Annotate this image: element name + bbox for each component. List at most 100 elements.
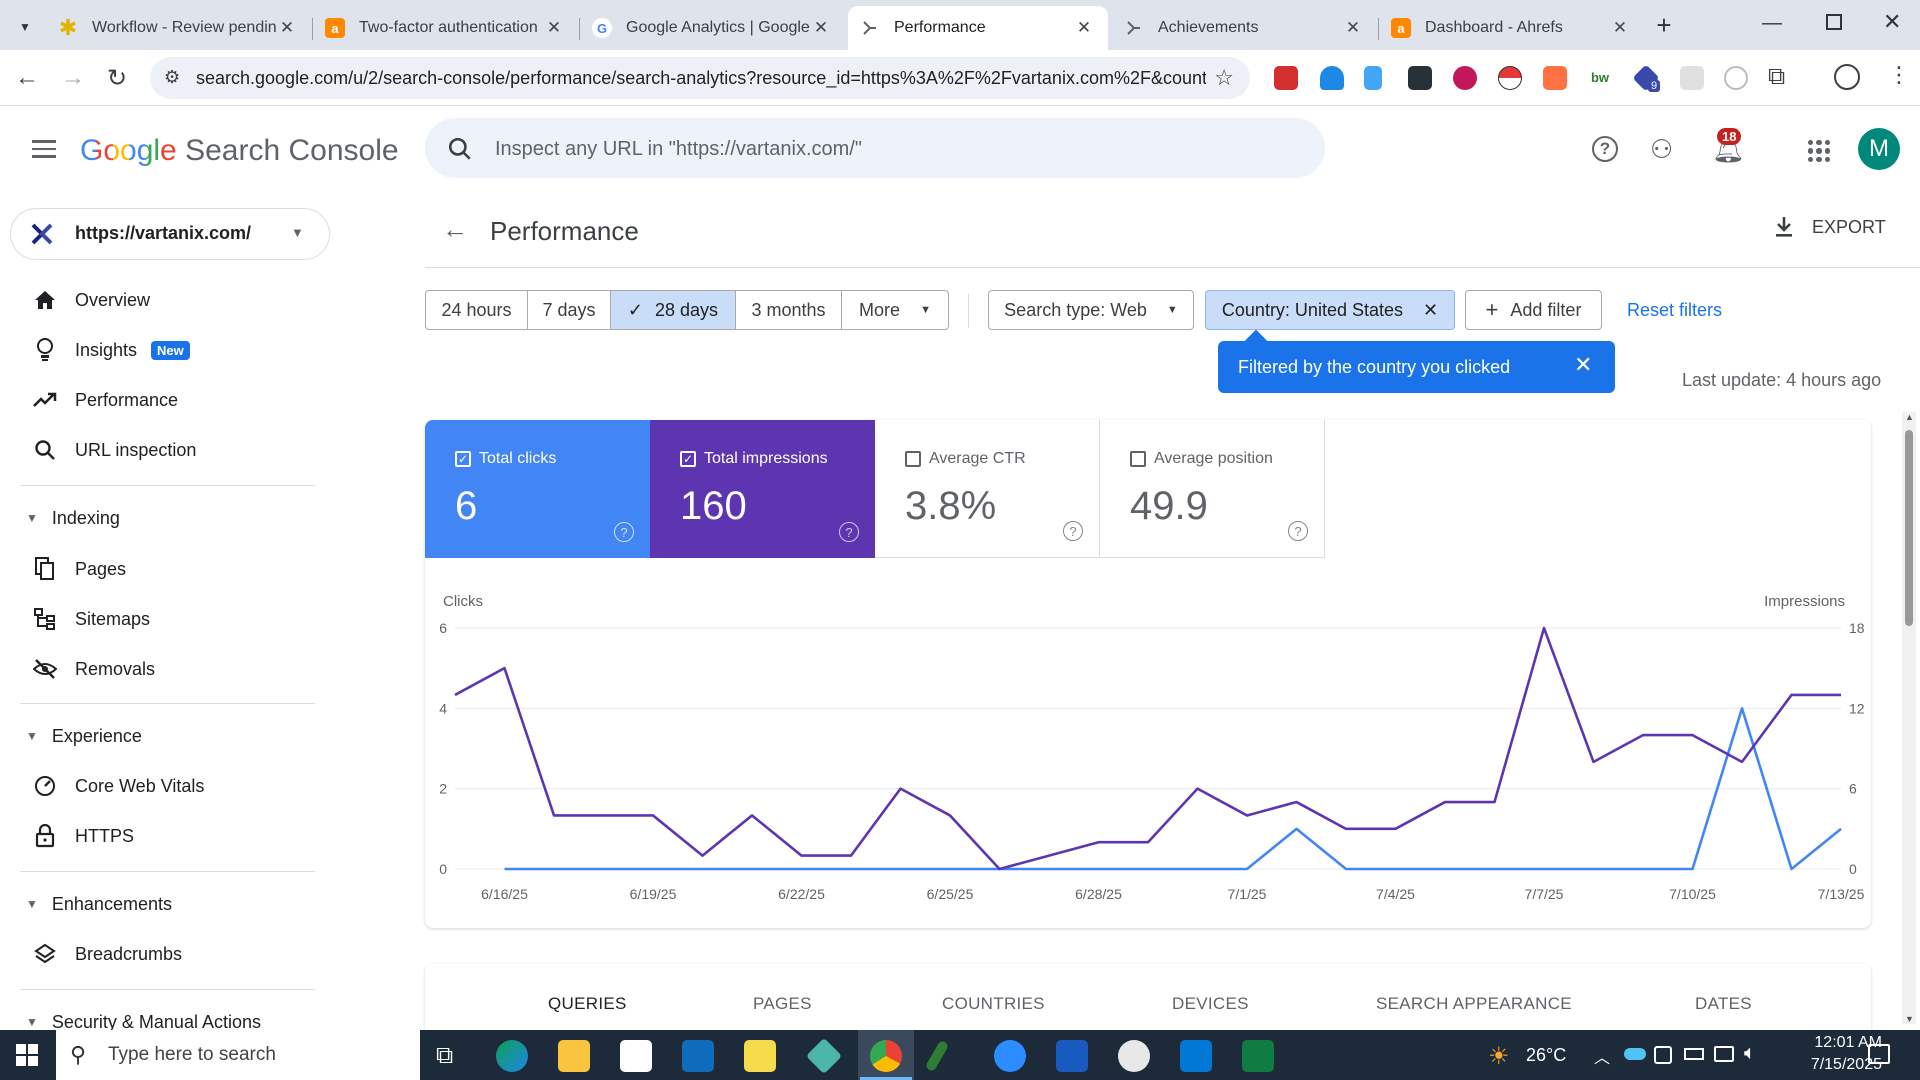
sticky-notes-icon[interactable]	[744, 1040, 776, 1072]
checkbox-unchecked-icon[interactable]	[905, 451, 921, 467]
network-icon[interactable]	[1714, 1046, 1734, 1062]
pdf-extension-icon[interactable]	[1274, 66, 1298, 90]
excel-icon[interactable]	[1242, 1040, 1274, 1072]
store-icon[interactable]	[620, 1040, 652, 1072]
clipboard-extension-icon[interactable]	[1364, 66, 1382, 90]
volume-icon[interactable]: 🔈︎	[1744, 1042, 1756, 1064]
profile-icon[interactable]	[1834, 64, 1860, 90]
tray-app-icon[interactable]	[1654, 1046, 1672, 1064]
remove-filter-icon[interactable]: ✕	[1423, 299, 1439, 320]
onedrive-icon[interactable]	[1624, 1048, 1646, 1060]
search-type-filter[interactable]: Search type: Web ▼	[988, 290, 1194, 330]
help-icon[interactable]: ?	[839, 522, 859, 542]
sidebar-item-core-web-vitals[interactable]: Core Web Vitals	[0, 763, 330, 809]
sidebar-item-overview[interactable]: Overview	[0, 277, 330, 323]
sidebar-item-insights[interactable]: Insights New	[0, 327, 330, 373]
reset-filters-link[interactable]: Reset filters	[1627, 300, 1723, 320]
weather-temp[interactable]: 26°C	[1526, 1045, 1567, 1065]
word-icon[interactable]	[1056, 1040, 1088, 1072]
tab-search-appearance[interactable]: SEARCH APPEARANCE	[1376, 994, 1572, 1013]
close-tab-icon[interactable]: ✕	[1612, 18, 1628, 37]
gray-extension-icon[interactable]	[1680, 66, 1704, 90]
sidebar-item-url-inspection[interactable]: URL inspection	[0, 427, 330, 473]
checkbox-unchecked-icon[interactable]	[1130, 451, 1146, 467]
help-icon[interactable]: ?	[1592, 136, 1618, 162]
app-diamond-icon[interactable]	[805, 1037, 843, 1075]
url-inspect-search-box[interactable]: Inspect any URL in "https://vartanix.com…	[425, 118, 1325, 178]
tab-countries[interactable]: COUNTRIES	[942, 994, 1045, 1013]
sidebar-item-performance[interactable]: Performance	[0, 377, 330, 423]
file-explorer-icon[interactable]	[558, 1040, 590, 1072]
restore-button[interactable]	[1826, 14, 1842, 30]
weather-icon[interactable]: ☀	[1488, 1043, 1510, 1070]
close-tab-icon[interactable]: ✕	[279, 18, 295, 37]
color-extension-icon[interactable]	[1453, 66, 1477, 90]
browser-tab-ahrefs[interactable]: a Dashboard - Ahrefs ✕	[1379, 6, 1644, 50]
user-settings-icon[interactable]: ⚇	[1650, 134, 1674, 164]
video-extension-icon[interactable]	[1408, 66, 1432, 90]
sidebar-item-removals[interactable]: Removals	[0, 646, 330, 692]
tab-devices[interactable]: DEVICES	[1172, 994, 1249, 1013]
tab-pages[interactable]: PAGES	[753, 994, 812, 1013]
clock-time[interactable]: 12:01 AM	[1814, 1034, 1882, 1051]
gsc-logo[interactable]: Google Search Console	[80, 134, 399, 168]
outlook-icon[interactable]	[1180, 1040, 1212, 1072]
minimize-button[interactable]: —	[1762, 12, 1782, 34]
sidebar-item-breadcrumbs[interactable]: Breadcrumbs	[0, 931, 330, 977]
reload-button[interactable]: ↻	[106, 64, 128, 92]
battery-icon[interactable]	[1684, 1048, 1704, 1060]
close-window-button[interactable]: ✕	[1883, 9, 1902, 34]
tab-search-button[interactable]: ▼	[19, 20, 31, 34]
help-icon[interactable]: ?	[1063, 521, 1083, 541]
browser-menu-icon[interactable]: ⋮	[1888, 62, 1910, 87]
help-icon[interactable]: ?	[1288, 521, 1308, 541]
address-bar[interactable]: ⚙ search.google.com/u/2/search-console/p…	[150, 57, 1250, 99]
metric-card-ctr[interactable]: Average CTR 3.8% ?	[875, 420, 1100, 558]
section-indexing[interactable]: ▼ Indexing	[26, 507, 120, 528]
site-info-icon[interactable]: ⚙	[164, 67, 181, 87]
add-filter-button[interactable]: + Add filter	[1465, 290, 1602, 330]
chrome-icon[interactable]	[870, 1040, 902, 1072]
bookmark-star-icon[interactable]: ☆	[1214, 65, 1234, 90]
range-3-months[interactable]: 3 months	[735, 290, 842, 330]
help-icon[interactable]: ?	[614, 522, 634, 542]
browser-tab-performance[interactable]: Performance ✕	[848, 6, 1108, 50]
export-button[interactable]: EXPORT	[1774, 216, 1886, 238]
clock-date[interactable]: 7/15/2025	[1810, 1056, 1882, 1073]
bw-extension-icon[interactable]: bw	[1588, 66, 1612, 90]
tab-queries[interactable]: QUERIES	[548, 994, 627, 1013]
mail-icon[interactable]	[682, 1040, 714, 1072]
shield-extension-icon[interactable]	[1320, 66, 1344, 90]
back-button[interactable]: ←	[15, 64, 39, 91]
zoom-icon[interactable]	[994, 1040, 1026, 1072]
back-arrow-icon[interactable]: ←	[442, 214, 468, 244]
windows-start-icon[interactable]	[16, 1044, 38, 1066]
extensions-puzzle-icon[interactable]: ⧉	[1768, 63, 1786, 90]
chat-app-icon[interactable]	[1118, 1040, 1150, 1072]
forward-button[interactable]: →	[61, 64, 85, 91]
avatar[interactable]: M	[1858, 128, 1900, 170]
taskbar-search-box[interactable]: ⚲ Type here to search	[56, 1030, 420, 1080]
compass-extension-icon[interactable]	[1724, 66, 1748, 90]
range-7-days[interactable]: 7 days	[527, 290, 611, 330]
task-view-icon[interactable]: ⧉	[436, 1042, 454, 1069]
range-28-days[interactable]: ✓ 28 days	[610, 290, 736, 330]
checkbox-checked-icon[interactable]: ✓	[455, 451, 471, 467]
browser-tab-analytics[interactable]: G Google Analytics | Google ✕	[580, 6, 845, 50]
new-tab-button[interactable]: +	[1656, 10, 1672, 40]
pokeball-extension-icon[interactable]	[1498, 66, 1522, 90]
sidebar-item-pages[interactable]: Pages	[0, 546, 330, 592]
section-security[interactable]: ▼ Security & Manual Actions	[26, 1011, 261, 1031]
edge-icon[interactable]	[496, 1040, 528, 1072]
feather-app-icon[interactable]	[924, 1039, 950, 1073]
property-selector[interactable]: https://vartanix.com/ ▼	[10, 208, 330, 260]
browser-tab-achievements[interactable]: Achievements ✕	[1112, 6, 1377, 50]
percent-extension-icon[interactable]	[1543, 66, 1567, 90]
metric-card-clicks[interactable]: ✓ Total clicks 6 ?	[425, 420, 650, 558]
close-tab-icon[interactable]: ✕	[1076, 18, 1092, 37]
sidebar-item-https[interactable]: HTTPS	[0, 813, 330, 859]
close-tab-icon[interactable]: ✕	[1345, 18, 1361, 37]
metric-card-impressions[interactable]: ✓ Total impressions 160 ?	[650, 420, 875, 558]
checkbox-checked-icon[interactable]: ✓	[680, 451, 696, 467]
browser-tab-two-factor[interactable]: a Two-factor authentication ✕	[313, 6, 578, 50]
